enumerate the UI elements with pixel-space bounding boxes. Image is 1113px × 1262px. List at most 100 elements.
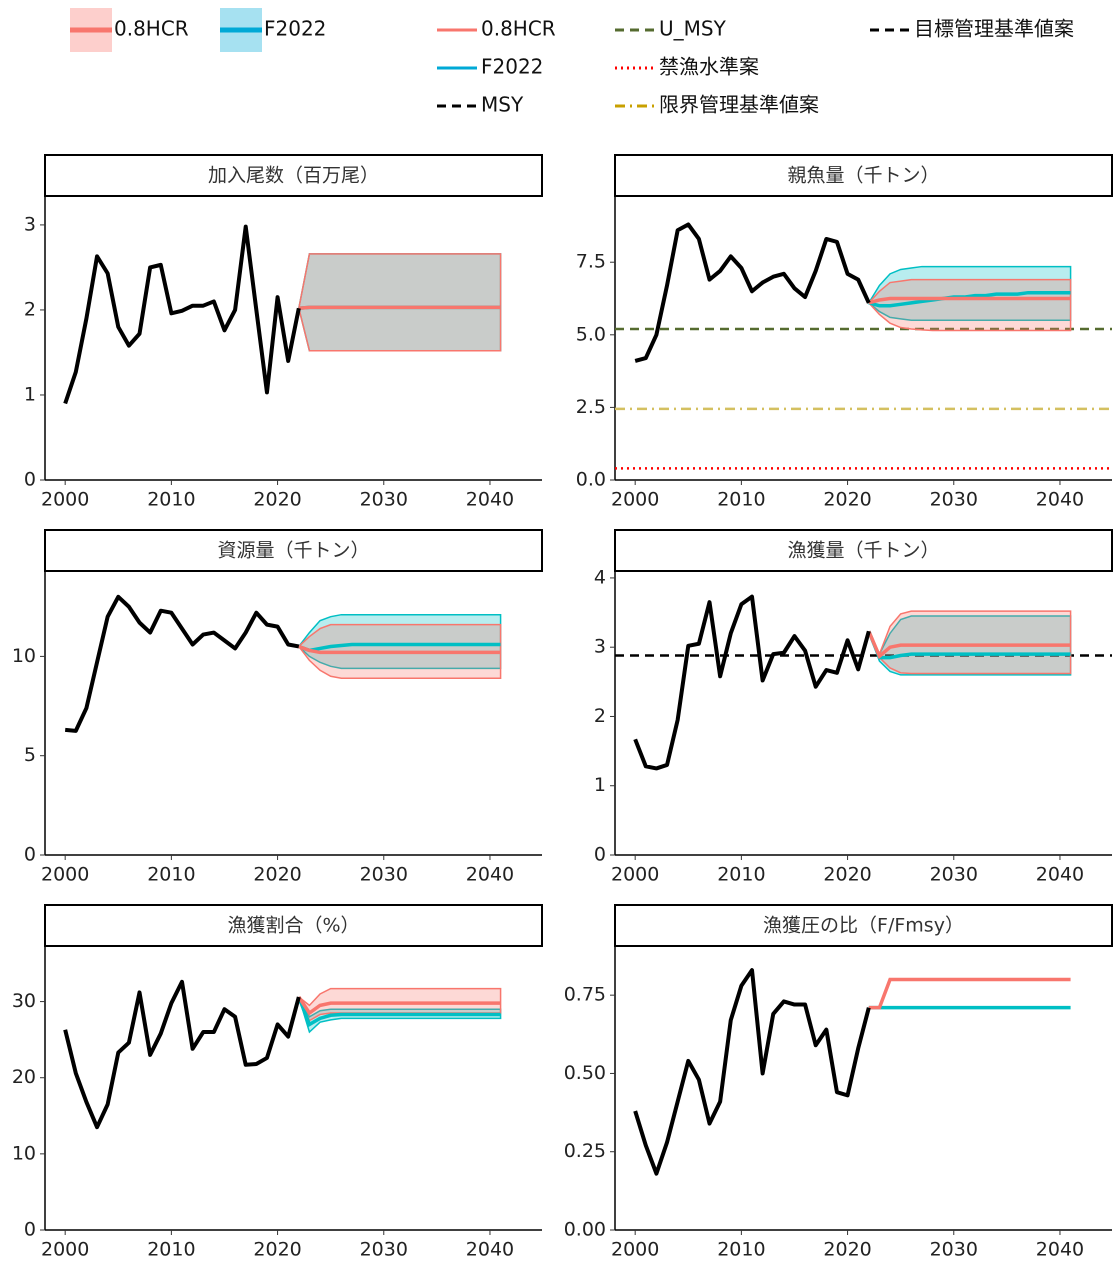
projection-median bbox=[868, 977, 1071, 1010]
x-tick-label: 2020 bbox=[823, 864, 871, 886]
strip bbox=[44, 904, 543, 947]
projection-median bbox=[297, 996, 501, 1027]
legend-label: 禁漁水準案 bbox=[659, 55, 759, 79]
x-tick-label: 2010 bbox=[717, 489, 765, 511]
history-line bbox=[633, 594, 871, 771]
y-tick-label: 20 bbox=[12, 1066, 36, 1088]
x-tick-label: 2030 bbox=[930, 864, 978, 886]
x-tick-label: 2010 bbox=[717, 864, 765, 886]
history-line bbox=[633, 968, 871, 1176]
y-tick-label: 2 bbox=[594, 705, 606, 727]
y-tick-label: 1 bbox=[594, 774, 606, 796]
x-tick-label: 2040 bbox=[1036, 489, 1084, 511]
panel-title: 資源量（千トン） bbox=[217, 540, 369, 562]
y-tick-label: 3 bbox=[594, 636, 606, 658]
x-tick-label: 2000 bbox=[41, 1239, 89, 1261]
legend-label: F2022 bbox=[481, 55, 543, 79]
y-tick-label: 0.75 bbox=[564, 984, 606, 1006]
y-tick-label: 5 bbox=[24, 744, 36, 766]
y-tick-label: 2.5 bbox=[576, 396, 606, 418]
x-tick-label: 2040 bbox=[466, 864, 514, 886]
projection-band bbox=[298, 253, 502, 352]
projection-median bbox=[868, 296, 1071, 305]
x-tick-label: 2010 bbox=[147, 864, 195, 886]
history-line bbox=[634, 222, 871, 363]
x-tick-label: 2020 bbox=[823, 1239, 871, 1261]
x-tick-label: 2040 bbox=[1036, 1239, 1084, 1261]
projection-median bbox=[867, 630, 1071, 660]
history-line bbox=[63, 224, 301, 405]
y-tick-label: 10 bbox=[12, 1142, 36, 1164]
x-tick-label: 2030 bbox=[930, 1239, 978, 1261]
y-tick-label: 0.00 bbox=[564, 1219, 606, 1241]
panel: 漁獲圧の比（F/Fmsy） 0.00 0.25 0.50 0.75 2000 2010 202… bbox=[564, 904, 1113, 1261]
strip bbox=[614, 154, 1113, 197]
x-tick-label: 2020 bbox=[253, 1239, 301, 1261]
y-tick-label: 0.25 bbox=[564, 1140, 606, 1162]
strip bbox=[614, 904, 1113, 947]
projection-median bbox=[298, 642, 501, 653]
y-tick-label: 2 bbox=[24, 298, 36, 320]
x-tick-label: 2040 bbox=[466, 1239, 514, 1261]
y-tick-label: 0 bbox=[594, 844, 606, 866]
x-tick-label: 2010 bbox=[147, 1239, 195, 1261]
y-tick-label: 5.0 bbox=[576, 323, 606, 345]
x-tick-label: 2040 bbox=[1036, 864, 1084, 886]
panel-title: 漁獲量（千トン） bbox=[787, 540, 939, 562]
x-tick-label: 2000 bbox=[611, 489, 659, 511]
y-tick-label: 3 bbox=[24, 213, 36, 235]
legend-label: 目標管理基準値案 bbox=[914, 17, 1074, 41]
legend-label: F2022 bbox=[264, 17, 326, 41]
x-tick-label: 2030 bbox=[360, 489, 408, 511]
strip bbox=[44, 529, 543, 572]
history-line bbox=[63, 979, 301, 1130]
x-tick-label: 2000 bbox=[41, 489, 89, 511]
legend-label: U_MSY bbox=[659, 17, 727, 41]
projection-median bbox=[297, 996, 501, 1016]
projection-band bbox=[868, 610, 1072, 675]
y-tick-label: 0 bbox=[24, 469, 36, 491]
y-tick-label: 0.50 bbox=[564, 1062, 606, 1084]
y-tick-label: 7.5 bbox=[576, 251, 606, 273]
x-tick-label: 2020 bbox=[823, 489, 871, 511]
y-tick-label: 0 bbox=[24, 844, 36, 866]
projection-median bbox=[298, 305, 501, 310]
x-tick-label: 2010 bbox=[147, 489, 195, 511]
legend-label: 0.8HCR bbox=[481, 17, 556, 41]
legend-label: MSY bbox=[481, 93, 524, 117]
y-tick-label: 4 bbox=[594, 566, 606, 588]
projection-median bbox=[298, 644, 501, 655]
x-tick-label: 2020 bbox=[253, 864, 301, 886]
y-tick-label: 0.0 bbox=[576, 469, 606, 491]
x-tick-label: 2000 bbox=[41, 864, 89, 886]
y-tick-label: 1 bbox=[24, 383, 36, 405]
panel-title: 加入尾数（百万尾） bbox=[208, 165, 379, 187]
panel-title: 漁獲圧の比（F/Fmsy） bbox=[763, 915, 964, 937]
x-tick-label: 2020 bbox=[253, 489, 301, 511]
history-line bbox=[64, 594, 300, 733]
panel: 漁獲量（千トン） 0 1 2 3 4 2000 2010 2020 2030 2040 bbox=[594, 529, 1113, 886]
projection-median bbox=[868, 290, 1071, 308]
x-tick-label: 2000 bbox=[611, 864, 659, 886]
panel: 資源量（千トン） 0 5 10 2000 2010 2020 2030 2040 bbox=[12, 529, 543, 886]
strip bbox=[614, 529, 1113, 572]
projection-median bbox=[867, 630, 1071, 660]
y-tick-label: 30 bbox=[12, 990, 36, 1012]
x-tick-label: 2030 bbox=[930, 489, 978, 511]
panel-title: 親魚量（千トン） bbox=[787, 165, 939, 187]
panel: 加入尾数（百万尾） 0 1 2 3 2000 2010 2020 2030 2040 bbox=[24, 154, 543, 511]
x-tick-label: 2040 bbox=[466, 489, 514, 511]
x-tick-label: 2030 bbox=[360, 864, 408, 886]
y-tick-label: 0 bbox=[24, 1219, 36, 1241]
y-tick-label: 10 bbox=[12, 645, 36, 667]
strip bbox=[44, 154, 543, 197]
panel-title: 漁獲割合（%） bbox=[227, 915, 359, 937]
legend-label: 0.8HCR bbox=[114, 17, 189, 41]
panel: 親魚量（千トン） 0.0 2.5 5.0 7.5 2000 2010 2020 2030 2040 bbox=[576, 154, 1113, 511]
x-tick-label: 2010 bbox=[717, 1239, 765, 1261]
x-tick-label: 2030 bbox=[360, 1239, 408, 1261]
legend-label: 限界管理基準値案 bbox=[659, 93, 819, 117]
x-tick-label: 2000 bbox=[611, 1239, 659, 1261]
